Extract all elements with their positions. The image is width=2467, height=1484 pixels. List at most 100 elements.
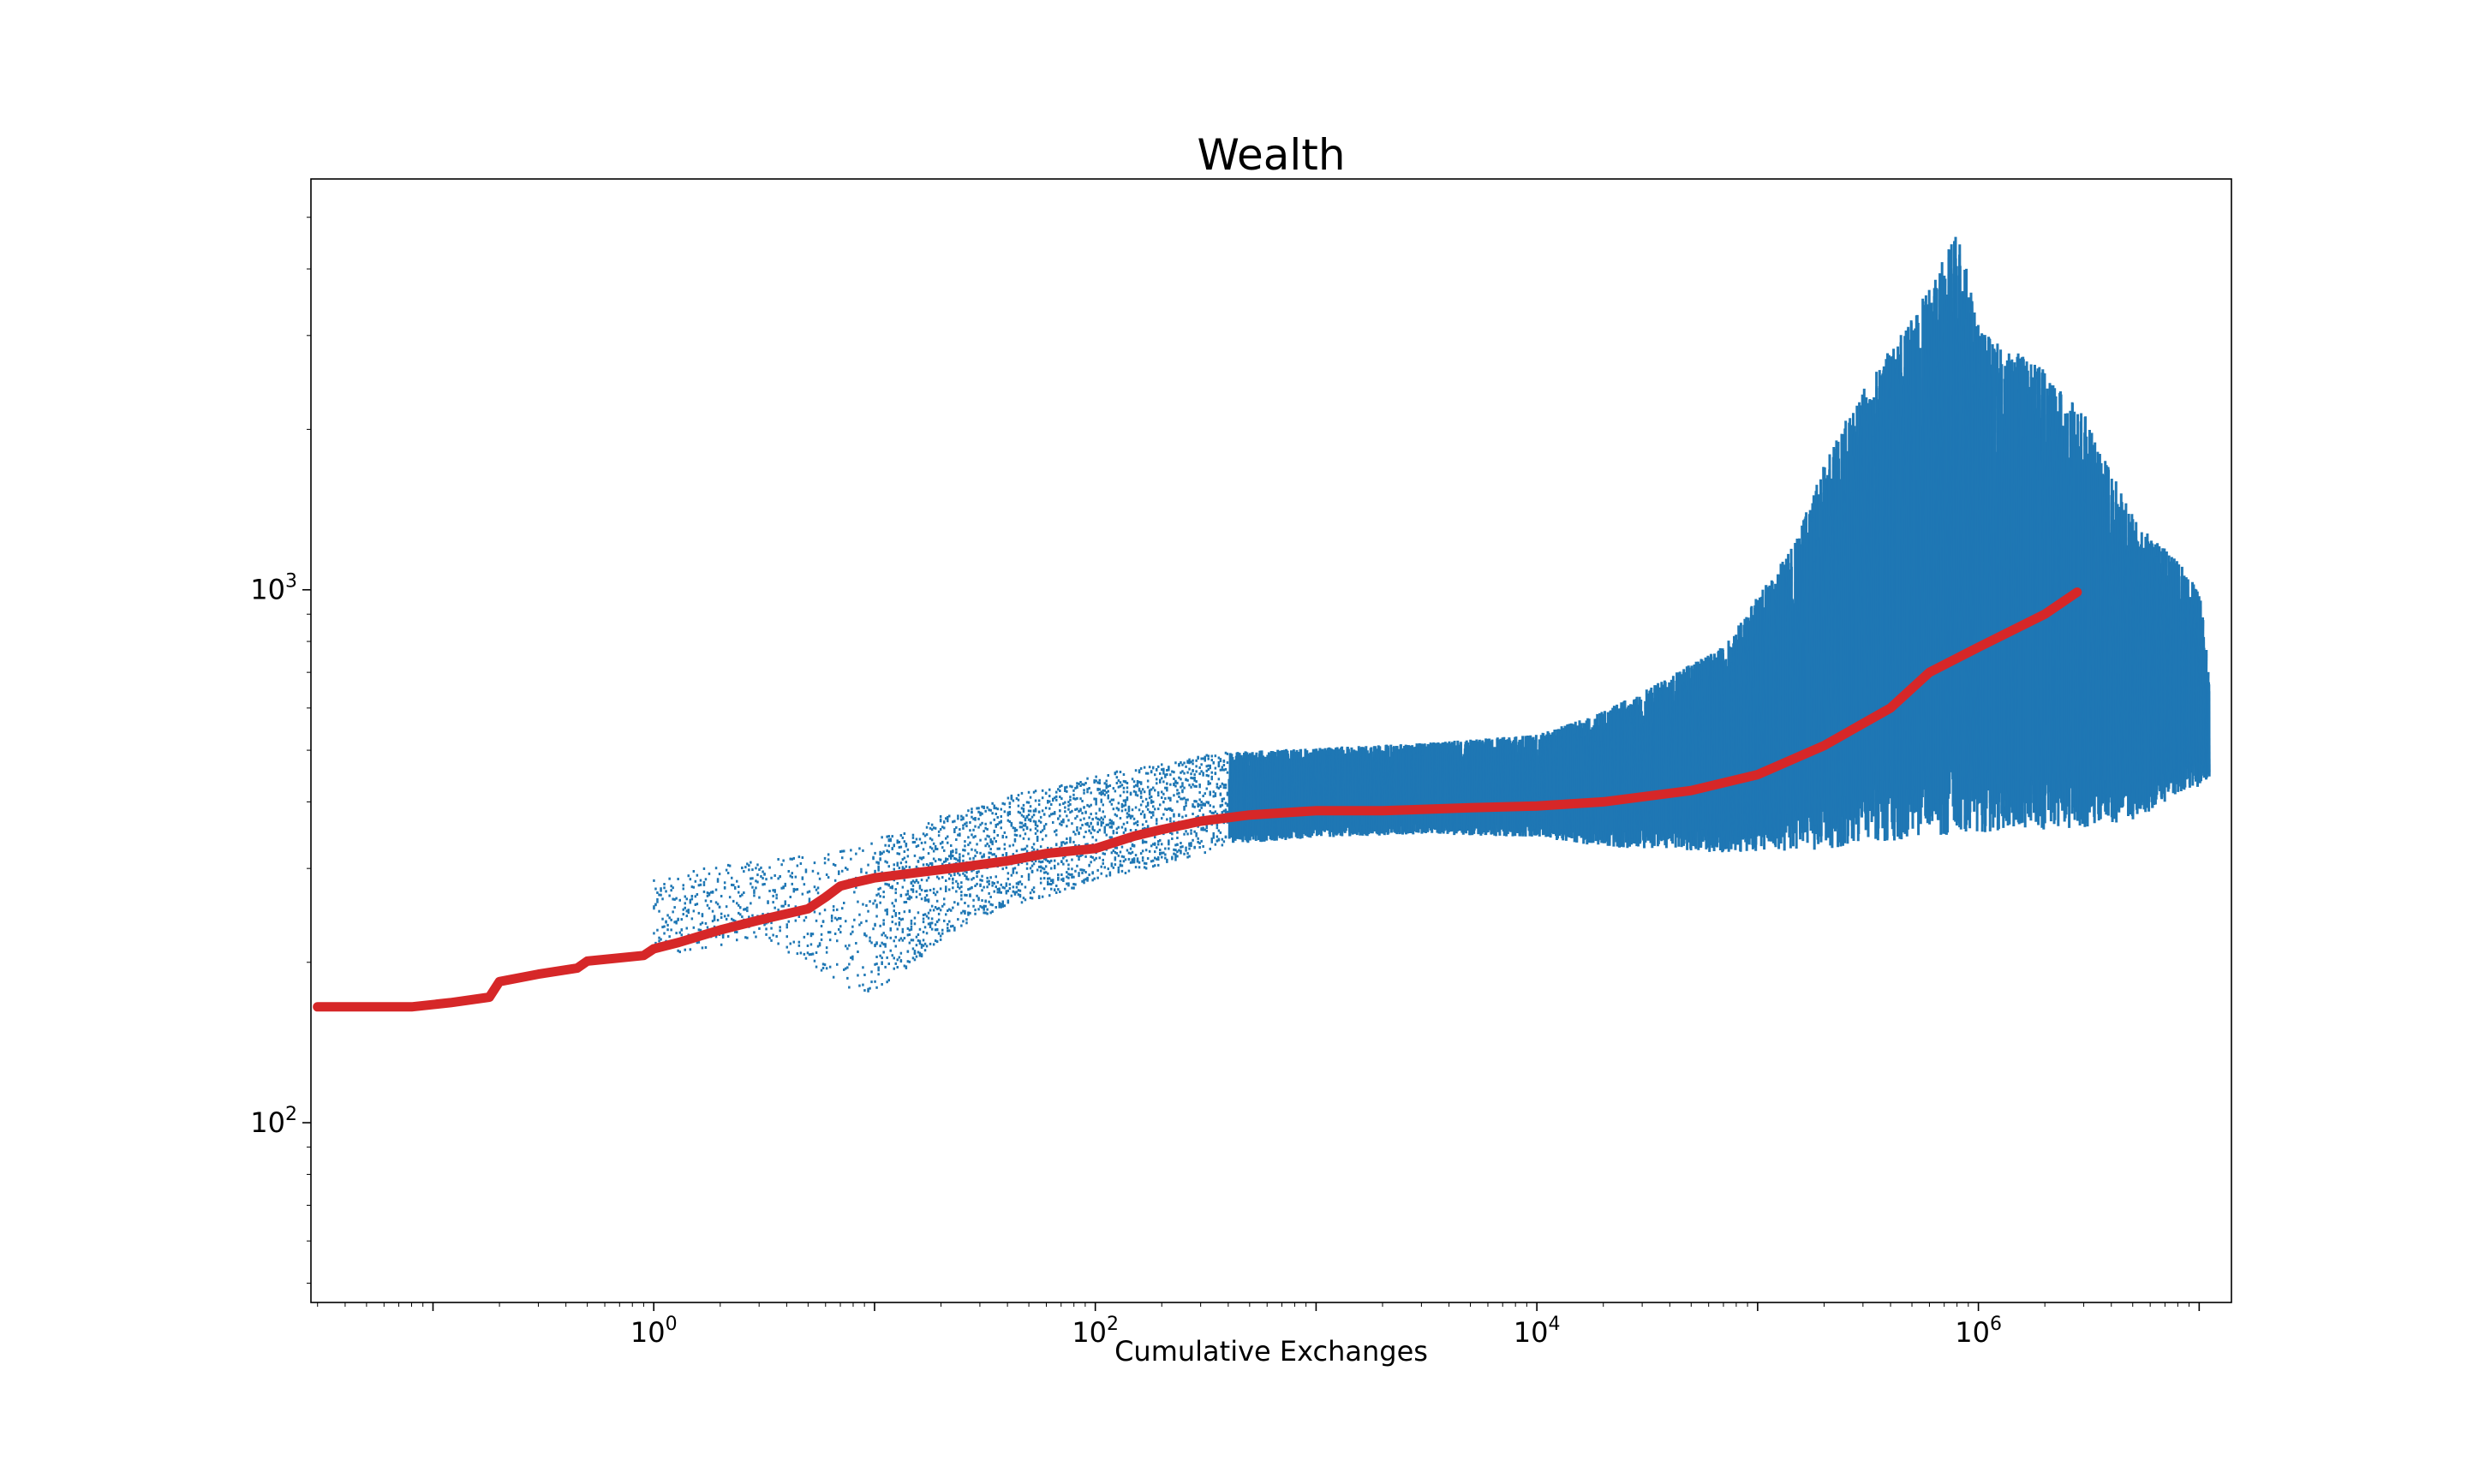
scatter-point xyxy=(1016,872,1018,874)
scatter-point xyxy=(938,919,941,921)
scatter-point xyxy=(677,878,679,880)
scatter-point xyxy=(1071,867,1073,870)
scatter-point xyxy=(1120,860,1122,862)
scatter-point xyxy=(1213,837,1216,839)
scatter-point xyxy=(1035,800,1037,802)
scatter-point xyxy=(1018,805,1020,808)
scatter-point xyxy=(989,896,992,898)
scatter-point xyxy=(1186,772,1189,774)
scatter-point xyxy=(1176,837,1179,839)
scatter-point xyxy=(1045,792,1048,795)
scatter-point xyxy=(1178,814,1180,817)
scatter-point xyxy=(743,870,745,873)
scatter-band-stroke xyxy=(2041,460,2042,828)
scatter-point xyxy=(831,920,833,922)
scatter-point xyxy=(1178,792,1180,795)
scatter-point xyxy=(686,927,689,930)
scatter-point xyxy=(654,903,657,906)
scatter-point xyxy=(1213,762,1216,765)
scatter-point xyxy=(892,915,894,918)
scatter-point xyxy=(1028,802,1030,804)
scatter-point xyxy=(999,889,1001,891)
scatter-point xyxy=(720,913,723,915)
scatter-point xyxy=(833,909,835,911)
scatter-point xyxy=(1162,780,1165,783)
scatter-point xyxy=(1218,838,1221,841)
scatter-band-stroke xyxy=(1460,743,1461,829)
scatter-point xyxy=(952,882,954,885)
scatter-point xyxy=(912,939,915,941)
scatter-point xyxy=(965,825,968,827)
scatter-point xyxy=(924,897,927,899)
scatter-point xyxy=(1149,850,1151,853)
scatter-point xyxy=(971,811,973,814)
scatter-point xyxy=(1076,826,1078,829)
scatter-point xyxy=(1071,822,1073,825)
scatter-point xyxy=(1202,845,1204,848)
scatter-point xyxy=(1215,792,1217,795)
scatter-point xyxy=(829,931,832,933)
scatter-point xyxy=(1108,790,1110,793)
scatter-point xyxy=(1050,803,1053,806)
scatter-point xyxy=(1222,804,1224,807)
scatter-point xyxy=(739,913,742,915)
scatter-point xyxy=(1102,819,1105,821)
scatter-point xyxy=(860,868,863,871)
scatter-point xyxy=(1095,801,1097,803)
scatter-point xyxy=(1116,814,1119,817)
scatter-point xyxy=(935,845,937,848)
scatter-point xyxy=(905,866,908,868)
scatter-point xyxy=(955,826,958,829)
scatter-point xyxy=(931,847,934,849)
scatter-point xyxy=(1104,853,1107,855)
scatter-point xyxy=(1033,891,1036,893)
scatter-point xyxy=(848,986,851,989)
scatter-point xyxy=(810,943,813,945)
scatter-point xyxy=(1042,809,1044,812)
scatter-point xyxy=(875,956,878,958)
scatter-point xyxy=(1004,843,1007,846)
scatter-point xyxy=(870,980,873,983)
scatter-point xyxy=(914,950,917,952)
scatter-point xyxy=(729,896,732,898)
scatter-point xyxy=(999,848,1001,850)
scatter-point xyxy=(1169,773,1172,776)
scatter-point xyxy=(938,831,941,833)
scatter-point xyxy=(1135,807,1138,809)
scatter-point xyxy=(1135,854,1138,856)
scatter-point xyxy=(1142,856,1144,859)
scatter-point xyxy=(673,906,676,909)
scatter-point xyxy=(936,891,939,893)
scatter-point xyxy=(917,933,920,936)
scatter-point xyxy=(774,907,776,909)
scatter-point xyxy=(1033,862,1036,865)
scatter-point xyxy=(1123,773,1126,776)
scatter-point xyxy=(945,913,947,915)
scatter-point xyxy=(952,879,954,881)
scatter-point xyxy=(1055,843,1058,846)
scatter-point xyxy=(923,863,925,866)
scatter-point xyxy=(969,912,971,915)
scatter-point xyxy=(959,859,961,861)
scatter-point xyxy=(1220,758,1222,760)
scatter-point xyxy=(1091,836,1094,838)
scatter-point xyxy=(867,864,869,867)
scatter-point xyxy=(1090,861,1092,863)
scatter-point xyxy=(1067,808,1070,811)
scatter-point xyxy=(988,892,990,895)
scatter-band-stroke xyxy=(1506,740,1507,835)
scatter-point xyxy=(1176,801,1179,803)
scatter-point xyxy=(1192,839,1194,842)
scatter-point xyxy=(879,895,881,897)
scatter-point xyxy=(995,813,998,815)
scatter-point xyxy=(1152,801,1155,803)
scatter-band-stroke xyxy=(1815,562,1816,826)
scatter-point xyxy=(981,813,983,815)
scatter-point xyxy=(755,886,757,889)
scatter-point xyxy=(1192,762,1194,765)
scatter-point xyxy=(1062,819,1065,822)
scatter-point xyxy=(1188,848,1191,850)
scatter-point xyxy=(1162,793,1165,796)
scatter-point xyxy=(890,937,893,939)
scatter-point xyxy=(1031,897,1034,899)
